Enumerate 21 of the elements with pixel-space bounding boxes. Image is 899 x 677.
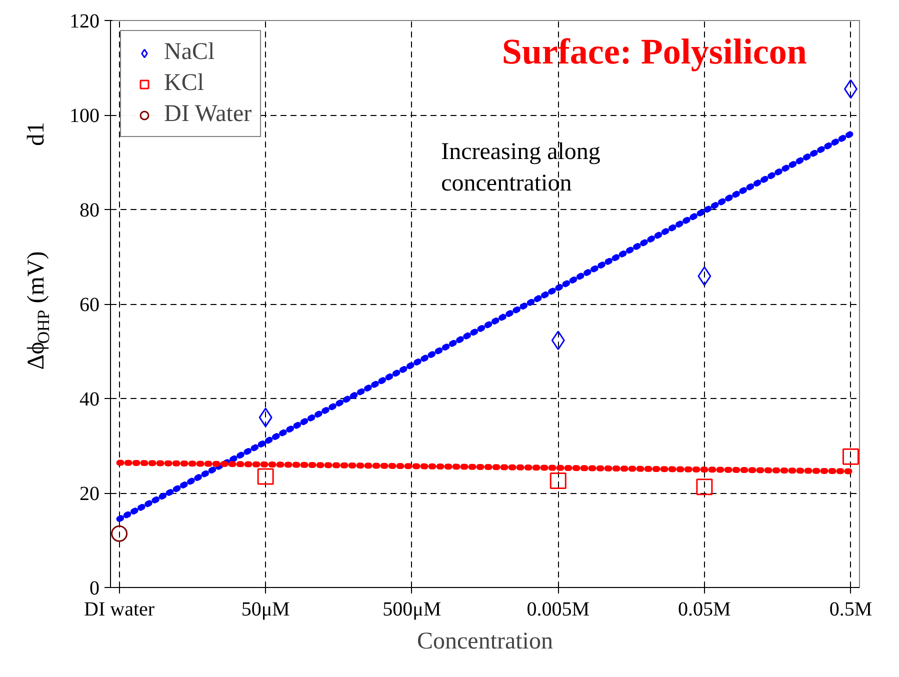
text: d1 xyxy=(24,122,50,146)
legend-label: KCl xyxy=(164,70,204,97)
y-tick-label: 20 xyxy=(80,483,100,505)
y-axis-title: ΔϕOHP (mV) xyxy=(24,251,53,370)
chart-title: Surface: Polysilicon xyxy=(502,32,807,72)
x-tick-label: DI water xyxy=(84,598,155,620)
annotation: Increasing along concentration xyxy=(441,139,600,196)
y-tick-label: 60 xyxy=(80,294,100,316)
x-axis-title: Concentration xyxy=(417,628,553,654)
legend-label: NaCl xyxy=(164,39,215,66)
x-tick-label: 500μM xyxy=(382,598,442,620)
x-tick-label: 0.5M xyxy=(829,598,872,620)
legend-label: DI Water xyxy=(164,101,252,128)
x-tick-label: 0.005M xyxy=(526,598,590,620)
y-tick-label: 40 xyxy=(80,388,100,410)
y-tick-label: 80 xyxy=(80,200,100,222)
y-tick-label: 120 xyxy=(70,10,100,32)
x-tick-label: 0.05M xyxy=(678,598,732,620)
y-tick-label: 0 xyxy=(90,578,100,600)
y-tick-label: 100 xyxy=(70,105,100,127)
x-tick-label: 50μM xyxy=(241,598,290,620)
